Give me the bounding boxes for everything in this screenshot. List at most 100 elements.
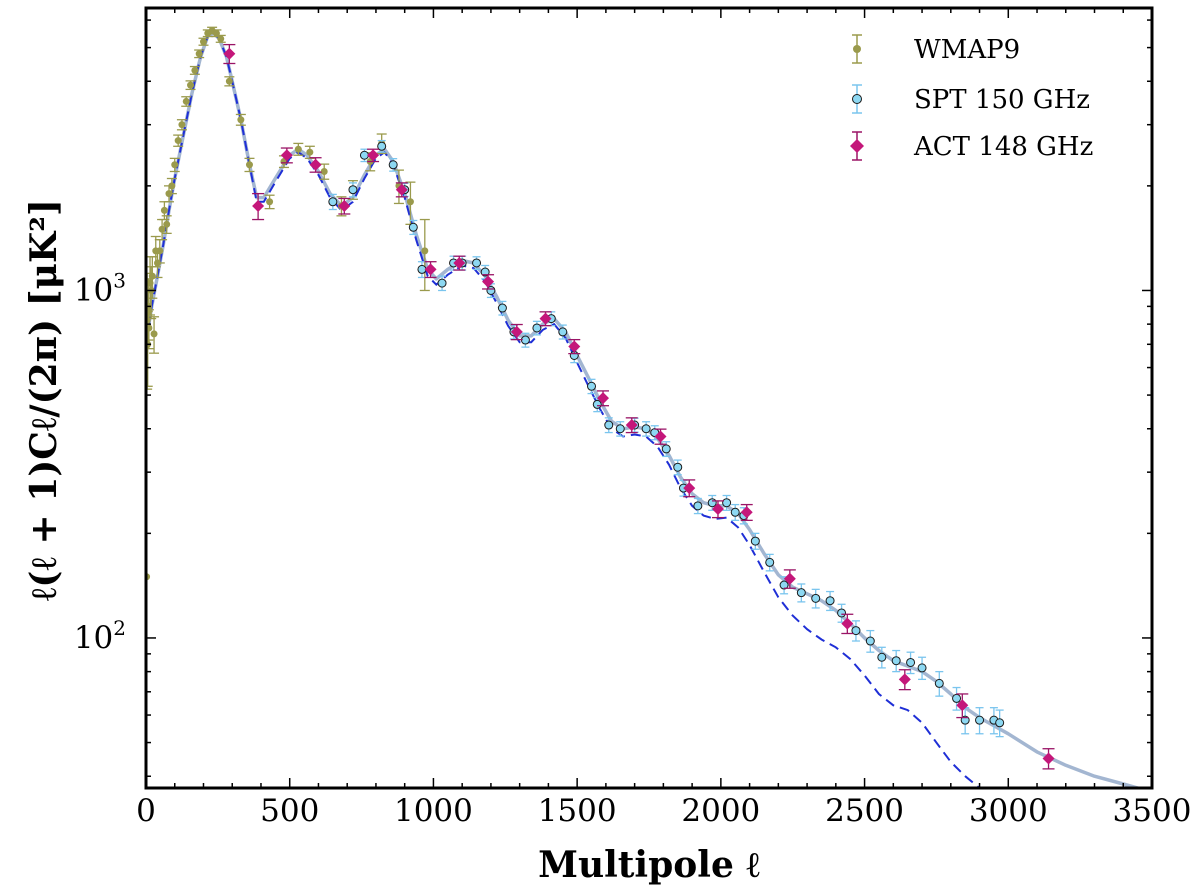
act-point <box>539 312 552 325</box>
spt-point <box>388 160 398 170</box>
wmap9-point <box>306 148 314 156</box>
y-axis-title: ℓ(ℓ + 1)Cℓ/(2π) [μK²] <box>23 199 65 601</box>
x-tick-label: 0 <box>136 793 156 829</box>
wmap9-point <box>168 182 176 190</box>
spt-point <box>673 462 683 472</box>
x-tick-label: 1500 <box>538 793 617 829</box>
act-point <box>395 183 408 196</box>
legend-entry-act: ACT 148 GHz <box>850 131 1093 162</box>
legend-wmap9-marker <box>853 45 861 53</box>
spt-point <box>661 444 671 454</box>
wmap9-point <box>146 324 153 332</box>
wmap9-point <box>217 35 225 43</box>
spt-point <box>934 678 944 688</box>
spt-point <box>730 507 740 517</box>
act-point <box>338 200 351 213</box>
wmap9-point <box>171 161 179 169</box>
x-axis-title: Multipole ℓ <box>538 844 760 886</box>
act-point <box>740 506 753 519</box>
wmap9-point <box>174 137 182 145</box>
wmap9-point <box>163 220 171 228</box>
legend-entry-spt: SPT 150 GHz <box>852 84 1090 115</box>
spt-point <box>851 626 861 636</box>
plot-frame <box>144 6 1154 790</box>
act-point <box>1042 752 1055 765</box>
spt-point <box>917 663 927 673</box>
spt-point <box>891 656 901 666</box>
spt-point <box>707 498 717 508</box>
legend-spt-marker <box>852 94 862 104</box>
wmap9-point <box>320 167 328 175</box>
spt-point <box>779 580 789 590</box>
spt-point <box>865 636 875 646</box>
spt-point <box>765 557 775 567</box>
wmap9-point <box>266 198 274 206</box>
spt-point <box>558 327 568 337</box>
wmap9-point <box>160 206 168 214</box>
act-point <box>453 256 466 269</box>
act-point <box>711 503 724 516</box>
spt-point <box>348 185 358 195</box>
wmap9-point <box>225 77 233 85</box>
spt-point <box>587 381 597 391</box>
act-point <box>625 419 638 432</box>
x-tick-label: 2000 <box>681 793 760 829</box>
legend-entry-wmap9: WMAP9 <box>852 34 1020 65</box>
act-point <box>223 47 236 60</box>
legend-act-label: ACT 148 GHz <box>913 132 1093 162</box>
act-point <box>841 617 854 630</box>
x-tick-label: 3000 <box>969 793 1048 829</box>
spt-point <box>532 323 542 333</box>
act-point <box>597 392 610 405</box>
spt-point <box>641 424 651 434</box>
act-point <box>956 699 969 712</box>
spt-point <box>328 197 338 207</box>
x-tick-label: 3500 <box>1113 793 1192 829</box>
spt-point <box>796 588 806 598</box>
wmap9-point <box>187 81 195 89</box>
spt-point <box>437 278 447 288</box>
spt-point <box>408 222 418 232</box>
x-tick-label: 500 <box>260 793 319 829</box>
wmap9-point <box>195 50 203 58</box>
spt-point <box>906 657 916 667</box>
spt-point <box>604 420 614 430</box>
wmap9-point <box>199 38 207 46</box>
spt-point <box>811 593 821 603</box>
spt-point <box>952 693 962 703</box>
legend-wmap9-label: WMAP9 <box>914 35 1020 65</box>
spt-point <box>975 715 985 725</box>
wmap9-point <box>191 66 199 74</box>
spt-point <box>472 258 482 268</box>
wmap9-point <box>156 247 164 255</box>
wmap9-point <box>148 272 156 280</box>
wmap9-point <box>237 116 245 124</box>
act-point <box>568 340 581 353</box>
act-point <box>482 275 495 288</box>
act-point <box>309 158 322 171</box>
spt-point <box>837 608 847 618</box>
act-point <box>683 482 696 495</box>
wmap9-point <box>158 225 166 233</box>
act-point <box>424 263 437 276</box>
wmap9-point <box>294 145 302 153</box>
spt-point <box>722 498 732 508</box>
act-point <box>252 200 265 213</box>
wmap9-point <box>245 161 253 169</box>
legend: WMAP9 SPT 150 GHz ACT 148 GHz <box>850 34 1093 162</box>
spt-point <box>693 501 703 511</box>
wmap9-point <box>178 121 186 129</box>
act-point <box>280 149 293 162</box>
wmap9-point <box>406 198 414 206</box>
spt-point <box>592 399 602 409</box>
act-point <box>510 325 523 338</box>
y-tick-label: 103 <box>74 268 126 308</box>
legend-spt-label: SPT 150 GHz <box>914 85 1090 115</box>
act-point <box>367 149 380 162</box>
spt-point <box>480 267 490 277</box>
x-tick-label: 2500 <box>825 793 904 829</box>
act-point <box>898 673 911 686</box>
spt-point <box>825 596 835 606</box>
wmap9-point <box>182 97 190 105</box>
